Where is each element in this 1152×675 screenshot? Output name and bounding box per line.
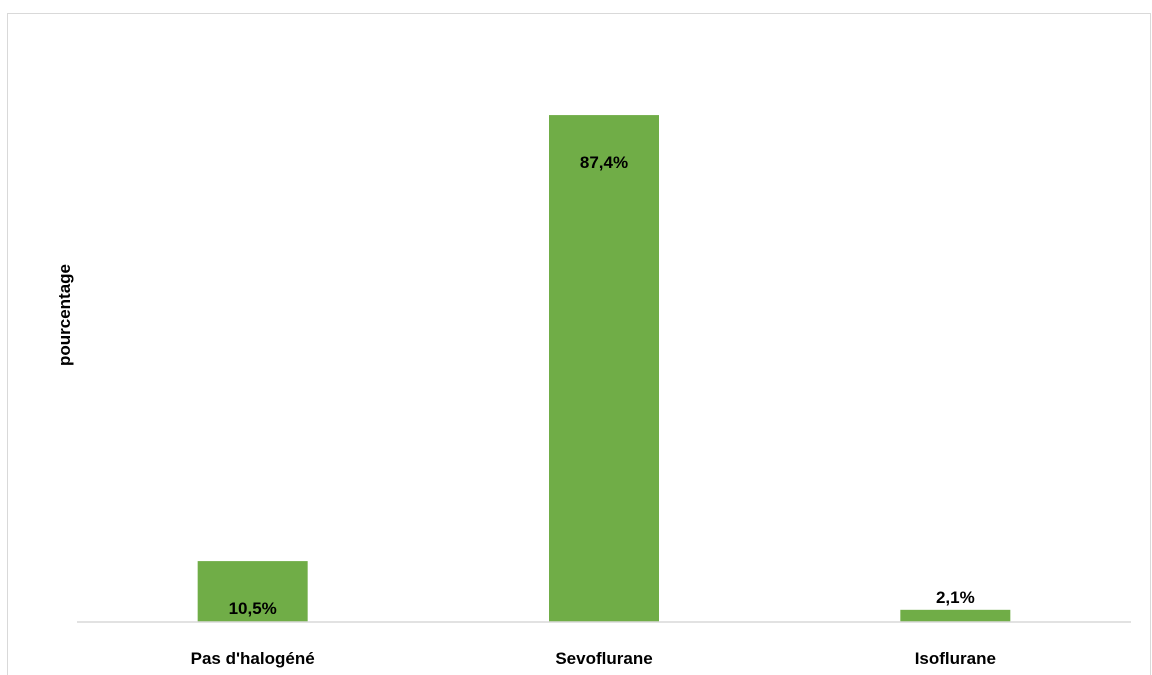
data-label: 10,5% [229, 599, 277, 618]
x-tick-label: Pas d'halogéné [191, 649, 315, 668]
chart-frame [7, 13, 1151, 675]
x-tick-label: Isoflurane [915, 649, 996, 668]
bar [197, 561, 308, 622]
y-axis-title: pourcentage [55, 264, 74, 366]
bar [549, 115, 659, 622]
labels-layer: 10,5% Pas d'halogéné 87,4% Sevoflurane 2,1% I… [191, 153, 996, 668]
data-label: 2,1% [936, 588, 975, 607]
data-label: 87,4% [580, 153, 628, 172]
bars-layer [197, 115, 1011, 622]
x-tick-label: Sevoflurane [555, 649, 652, 668]
bar [900, 609, 1011, 622]
